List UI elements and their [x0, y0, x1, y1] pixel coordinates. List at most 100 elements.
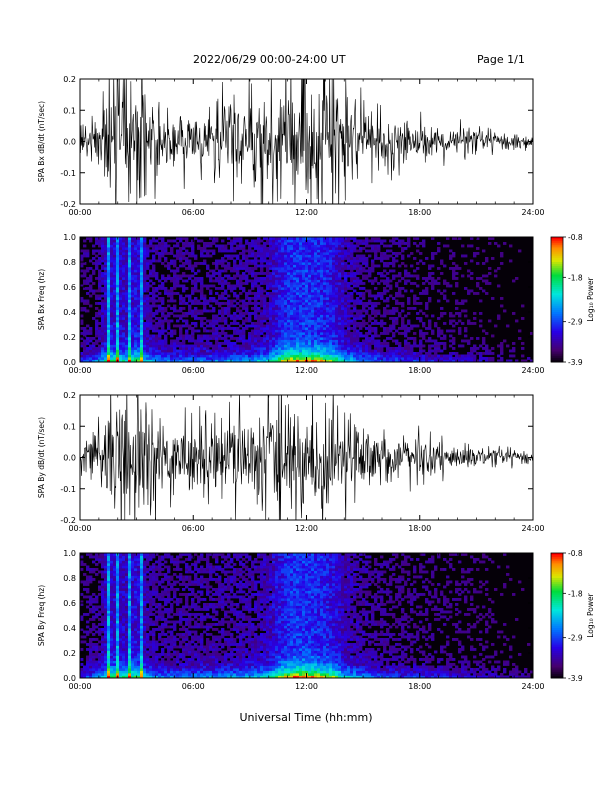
- spectrogram-cell: [197, 359, 201, 362]
- spectrogram-cell: [269, 334, 273, 338]
- spectrogram-cell: [449, 314, 453, 318]
- spectrogram-cell: [437, 329, 441, 333]
- x-tick-label: 06:00: [182, 366, 205, 375]
- spectrogram-cell: [122, 339, 126, 343]
- spectrogram-cell: [122, 319, 126, 323]
- spectrogram-cell: [104, 327, 108, 330]
- spectrogram-cell: [395, 292, 399, 295]
- spectrogram-cell: [260, 272, 264, 275]
- spectrogram-cell: [317, 262, 321, 265]
- spectrogram-cell: [86, 287, 90, 290]
- spectrogram-cell: [86, 309, 90, 313]
- spectrogram-cell: [143, 349, 147, 353]
- spectrogram-cell: [332, 314, 336, 318]
- spectrogram-cell: [272, 332, 276, 335]
- spectrogram-cell: [146, 312, 150, 315]
- spectrogram-cell: [275, 242, 279, 245]
- spectrogram-cell: [209, 284, 213, 288]
- spectrogram-cell: [317, 267, 321, 270]
- spectrogram-cell: [140, 334, 144, 338]
- spectrogram-cell: [125, 354, 129, 358]
- spectrogram-cell: [239, 292, 243, 295]
- spectrogram-cell: [311, 314, 315, 318]
- spectrogram-cell: [500, 254, 504, 258]
- spectrogram-cell: [203, 304, 207, 308]
- spectrogram-cell: [245, 239, 249, 243]
- spectrogram-cell: [401, 249, 405, 253]
- spectrogram-cell: [455, 302, 459, 305]
- spectrogram-cell: [110, 332, 114, 335]
- spectrogram-cell: [374, 252, 378, 255]
- spectrogram-cell: [236, 317, 240, 320]
- colorbar-swatch: [551, 337, 563, 340]
- spectrogram-cell: [137, 244, 141, 248]
- spectrogram-cell: [233, 287, 237, 290]
- spectrogram-cell: [140, 282, 144, 285]
- spectrogram-cell: [257, 342, 261, 345]
- spectrogram-cell: [116, 314, 120, 318]
- spectrogram-cell: [158, 284, 162, 288]
- spectrogram-cell: [248, 252, 252, 255]
- spectrogram-cell: [449, 322, 453, 325]
- spectrogram-cell: [308, 307, 312, 310]
- spectrogram-cell: [245, 264, 249, 268]
- spectrogram-cell: [287, 302, 291, 305]
- spectrogram-cell: [272, 242, 276, 245]
- spectrogram-cell: [275, 272, 279, 275]
- spectrogram-cell: [191, 252, 195, 255]
- spectrogram-cell: [281, 239, 285, 243]
- spectrogram-cell: [287, 272, 291, 275]
- spectrogram-cell: [275, 237, 279, 240]
- spectrogram-cell: [293, 277, 297, 280]
- spectrogram-cell: [308, 344, 312, 348]
- spectrogram-cell: [305, 314, 309, 318]
- spectrogram-cell: [362, 262, 366, 265]
- spectrogram-cell: [335, 302, 339, 305]
- x-tick-label: 06:00: [182, 208, 205, 217]
- spectrogram-cell: [107, 332, 111, 335]
- spectrogram-cell: [320, 329, 324, 333]
- spectrogram-cell: [83, 279, 87, 283]
- spectrogram-cell: [338, 349, 342, 353]
- spectrogram-cell: [269, 347, 273, 350]
- spectrogram-cell: [299, 259, 303, 263]
- spectrogram-cell: [284, 339, 288, 343]
- spectrogram-cell: [86, 302, 90, 305]
- spectrogram-cell: [266, 342, 270, 345]
- spectrogram-cell: [401, 247, 405, 250]
- spectrogram-cell: [188, 294, 192, 298]
- spectrogram-cell: [110, 294, 114, 298]
- spectrogram-cell: [182, 359, 186, 362]
- spectrogram-cell: [212, 317, 216, 320]
- spectrogram-cell: [107, 257, 111, 260]
- spectrogram-cell: [398, 239, 402, 243]
- spectrogram-cell: [278, 257, 282, 260]
- spectrogram-cell: [149, 242, 153, 245]
- spectrogram-cell: [155, 259, 159, 263]
- spectrogram-cell: [317, 294, 321, 298]
- spectrogram-cell: [380, 297, 384, 300]
- spectrogram-cell: [344, 284, 348, 288]
- spectrogram-cell: [206, 334, 210, 338]
- spectrogram-cell: [236, 337, 240, 340]
- spectrogram-cell: [296, 309, 300, 313]
- spectrogram-cell: [200, 359, 204, 362]
- spectrogram-cell: [125, 317, 129, 320]
- spectrogram-cell: [251, 272, 255, 275]
- spectrogram-cell: [338, 247, 342, 250]
- spectrogram-cell: [359, 347, 363, 350]
- spectrogram-cell: [194, 339, 198, 343]
- spectrogram-cell: [326, 332, 330, 335]
- spectrogram-cell: [464, 339, 468, 343]
- spectrogram-cell: [278, 244, 282, 248]
- spectrogram-cell: [179, 354, 183, 358]
- spectrogram-cell: [314, 322, 318, 325]
- spectrogram-cell: [161, 249, 165, 253]
- spectrogram-cell: [269, 292, 273, 295]
- spectrogram-cell: [320, 344, 324, 348]
- spectrogram-cell: [194, 302, 198, 305]
- spectrogram-cell: [107, 267, 111, 270]
- spectrogram-cell: [266, 294, 270, 298]
- spectrogram-cell: [371, 337, 375, 340]
- spectrogram-cell: [80, 357, 84, 360]
